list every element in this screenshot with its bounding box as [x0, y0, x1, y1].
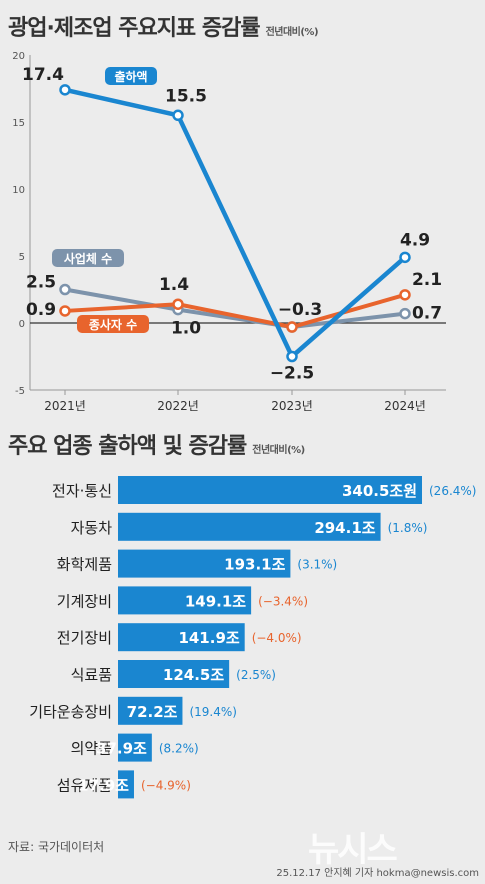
data-label: 0.9 — [26, 300, 56, 320]
bar — [118, 770, 134, 799]
legend-tag: 출하액 — [105, 67, 157, 85]
data-label: 17.4 — [22, 65, 64, 85]
bar-value-label: 124.5조 — [163, 666, 224, 684]
y-tick-label: 0 — [19, 319, 25, 330]
data-label: 1.0 — [171, 319, 201, 339]
y-tick-label: 20 — [12, 51, 25, 62]
bar-category-label: 식료품 — [71, 666, 112, 684]
bar — [118, 623, 245, 652]
x-tick-label: 2023년 — [271, 399, 313, 413]
bar — [118, 733, 152, 762]
bar-value-label: 17.9조 — [78, 776, 129, 794]
legend-tag-label: 종사자 수 — [89, 317, 137, 332]
bar-value-label: 149.1조 — [185, 592, 246, 610]
legend-tag-bg — [52, 249, 124, 267]
x-tick-label: 2022년 — [157, 399, 199, 413]
bar-category-label: 기계장비 — [57, 592, 112, 610]
bar-change-label: (3.1%) — [297, 558, 337, 572]
y-tick-label: 5 — [19, 252, 25, 263]
bar-change-label: (1.8%) — [388, 521, 428, 535]
bar-category-label: 자동차 — [71, 519, 113, 537]
data-label: 0.7 — [412, 304, 442, 324]
data-label: 15.5 — [165, 86, 207, 106]
data-label: −0.3 — [278, 300, 322, 320]
data-point — [399, 307, 411, 320]
bar-value-label: 294.1조 — [314, 519, 375, 537]
data-label: 4.9 — [400, 230, 430, 250]
bar — [118, 549, 291, 578]
bar — [118, 586, 252, 615]
credit-line: 25.12.17 안지혜 기자 hokma@newsis.com — [276, 868, 479, 879]
bar-change-label: (−4.9%) — [141, 778, 191, 792]
bar-category-label: 전자·통신 — [52, 482, 112, 500]
data-point — [399, 251, 411, 264]
series-line — [64, 287, 406, 330]
data-label: 2.5 — [26, 273, 56, 293]
y-tick-label: 15 — [12, 118, 25, 129]
data-point — [59, 84, 71, 96]
bar — [118, 660, 230, 688]
data-point — [59, 283, 71, 296]
data-point — [286, 321, 298, 333]
legend-tag-bg — [105, 67, 157, 85]
bar — [118, 476, 422, 504]
bar-category-label: 전기장비 — [57, 629, 112, 647]
bar-value-label: 37.9조 — [96, 740, 147, 758]
line-chart-title: 광업·제조업 주요지표 증감률 전년대비(%) — [8, 16, 319, 41]
bar-change-label: (−3.4%) — [258, 594, 308, 608]
data-point — [399, 289, 411, 301]
bar — [118, 696, 183, 725]
bar — [118, 512, 381, 541]
legend-tag-bg — [77, 315, 149, 333]
legend-tag-label: 출하액 — [114, 69, 147, 84]
data-point — [286, 350, 298, 363]
bar-category-label: 화학제품 — [57, 556, 112, 574]
bar-change-label: (8.2%) — [159, 742, 199, 756]
bar-value-label: 193.1조 — [224, 556, 285, 574]
series-line — [64, 87, 407, 359]
data-point — [59, 305, 71, 317]
data-label: −2.5 — [270, 364, 314, 384]
y-tick-label: -5 — [15, 386, 25, 397]
x-tick-label: 2024년 — [384, 399, 426, 413]
bar-chart-title: 주요 업종 출하액 및 증감률 전년대비(%) — [8, 434, 305, 459]
bar-change-label: (19.4%) — [189, 705, 236, 719]
bar-change-label: (−4.0%) — [252, 631, 302, 645]
bar-category-label: 기타운송장비 — [29, 703, 112, 721]
data-label: 1.4 — [159, 275, 189, 295]
series-line — [64, 292, 406, 330]
x-tick-label: 2021년 — [44, 399, 86, 413]
data-point — [172, 298, 184, 310]
data-label: 2.1 — [412, 270, 442, 290]
legend-tag-label: 사업체 수 — [64, 251, 112, 266]
legend-tag: 종사자 수 — [77, 315, 149, 333]
bar-value-label: 340.5조원 — [342, 482, 417, 500]
bar-change-label: (2.5%) — [236, 668, 276, 682]
bar-category-label: 의약품 — [71, 740, 112, 758]
data-point — [172, 109, 184, 122]
y-tick-label: 10 — [12, 185, 25, 196]
bar-value-label: 72.2조 — [127, 703, 178, 721]
line-chart: 20 15 10 5 0 -5 2021년 2022년 2023년 2024년 17.4 15.5 −2… — [12, 51, 446, 413]
legend-tag: 사업체 수 — [52, 249, 124, 267]
bar-value-label: 141.9조 — [178, 629, 239, 647]
newsis-logo: 뉴시스 — [308, 830, 398, 870]
bar-category-label: 섬유제품 — [57, 776, 112, 794]
source-note: 자료: 국가데이터처 — [8, 840, 105, 854]
bar-change-label: (26.4%) — [429, 484, 476, 498]
